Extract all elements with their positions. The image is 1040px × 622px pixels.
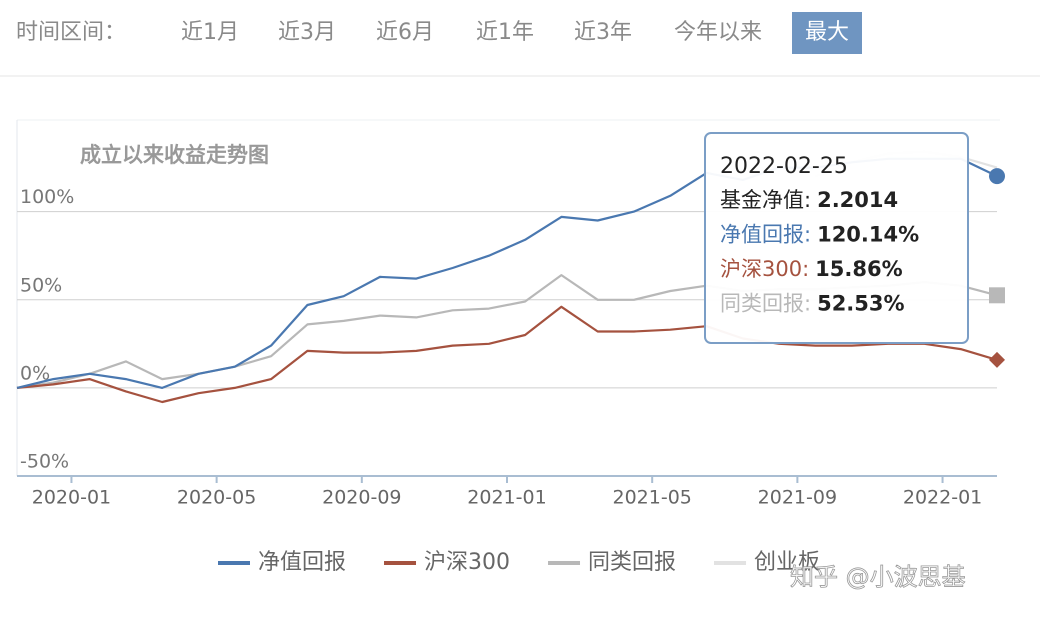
chart-title: 成立以来收益走势图	[80, 143, 269, 167]
y-tick-label: 0%	[20, 362, 50, 384]
watermark: 知乎 @小波思基	[790, 563, 966, 591]
range-button[interactable]: 近3月	[278, 20, 336, 45]
range-button[interactable]: 最大	[805, 20, 849, 45]
y-tick-label: 100%	[20, 186, 74, 208]
x-tick-label: 2022-01	[903, 487, 982, 509]
y-tick-label: -50%	[20, 451, 69, 473]
legend-label[interactable]: 创业板	[754, 550, 820, 575]
tooltip-label: 同类回报:	[720, 292, 811, 316]
tooltip-title: 2022-02-25	[720, 154, 848, 179]
range-button[interactable]: 今年以来	[674, 20, 762, 45]
range-button[interactable]: 近1月	[181, 20, 239, 45]
x-tick-label: 2020-01	[32, 487, 111, 509]
legend-label[interactable]: 沪深300	[424, 550, 510, 575]
tooltip-value: 2.2014	[817, 188, 898, 212]
x-tick-label: 2020-05	[177, 487, 256, 509]
end-marker	[989, 287, 1005, 304]
x-tick-label: 2021-01	[467, 487, 546, 509]
tooltip-box	[704, 132, 969, 344]
toolbar-label: 时间区间：	[16, 20, 126, 45]
range-button[interactable]: 近6月	[376, 20, 434, 45]
series-line	[16, 305, 998, 404]
tooltip-label: 沪深300:	[720, 257, 809, 281]
x-tick-label: 2020-09	[322, 487, 401, 509]
range-button[interactable]: 近1年	[476, 20, 534, 45]
x-tick-label: 2021-09	[758, 487, 837, 509]
tooltip-value: 52.53%	[817, 292, 904, 316]
tooltip-value: 15.86%	[815, 257, 902, 281]
tooltip-label: 基金净值:	[720, 188, 811, 212]
end-marker	[989, 168, 1005, 185]
range-button-bg[interactable]	[792, 12, 862, 54]
legend-label[interactable]: 同类回报	[588, 550, 676, 575]
end-marker	[989, 351, 1005, 368]
x-tick-label: 2021-05	[612, 487, 691, 509]
legend-label[interactable]: 净值回报	[258, 550, 346, 575]
tooltip-value: 120.14%	[817, 223, 919, 247]
tooltip-label: 净值回报:	[720, 223, 811, 247]
y-tick-label: 50%	[20, 274, 62, 296]
range-button[interactable]: 近3年	[574, 20, 632, 45]
